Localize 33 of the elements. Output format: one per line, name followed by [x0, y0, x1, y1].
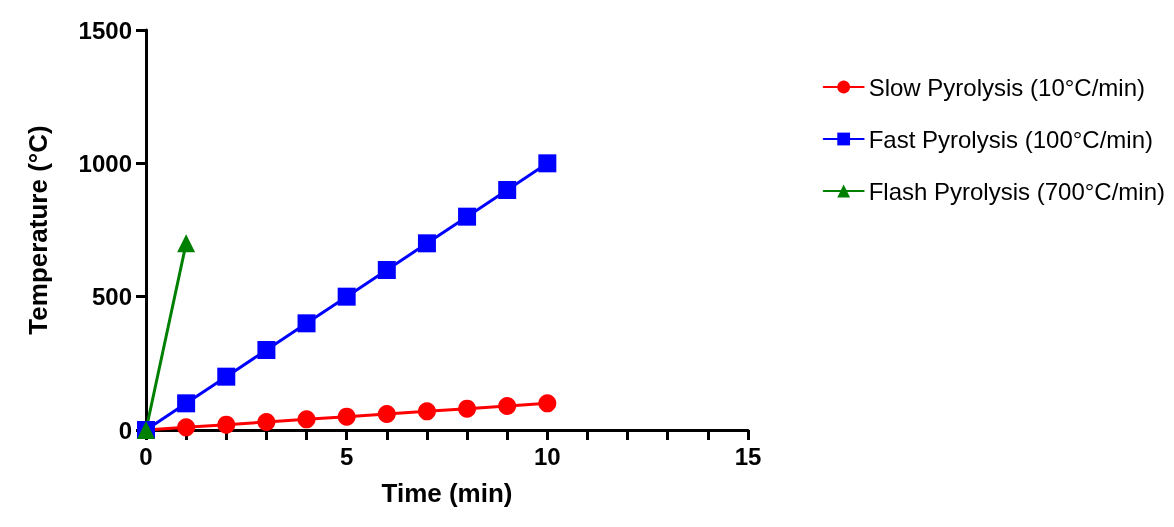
- x-tick-label: 5: [339, 442, 354, 470]
- legend-label: Slow Pyrolysis (10°C/min): [868, 73, 1145, 101]
- x-tick-label: 10: [533, 442, 561, 470]
- point: [177, 394, 196, 413]
- point: [257, 413, 276, 431]
- x-tick-label: 15: [734, 442, 762, 470]
- point: [498, 181, 517, 199]
- point: [377, 405, 396, 423]
- y-tick-label: 500: [91, 283, 132, 311]
- x-tick-label: 0: [139, 442, 153, 470]
- point: [217, 367, 236, 386]
- point: [297, 314, 316, 333]
- point: [538, 394, 557, 413]
- y-tick-label: 0: [118, 416, 132, 444]
- point: [217, 415, 236, 434]
- point: [458, 399, 477, 418]
- point: [177, 418, 196, 437]
- point: [417, 234, 436, 253]
- x-axis-title: Time (min): [381, 478, 513, 508]
- point: [417, 402, 436, 421]
- point: [297, 410, 316, 429]
- y-tick-label: 1000: [78, 149, 132, 177]
- legend-label: Flash Pyrolysis (700°C/min): [868, 177, 1166, 205]
- point: [337, 407, 356, 426]
- point: [257, 341, 276, 359]
- point: [498, 397, 517, 415]
- point: [538, 154, 557, 173]
- y-axis-title: Temperature (°C): [23, 125, 53, 335]
- legend-label: Fast Pyrolysis (100°C/min): [868, 125, 1153, 153]
- point: [337, 287, 356, 306]
- point: [458, 207, 477, 226]
- y-tick-label: 1500: [78, 16, 132, 44]
- point: [377, 261, 396, 279]
